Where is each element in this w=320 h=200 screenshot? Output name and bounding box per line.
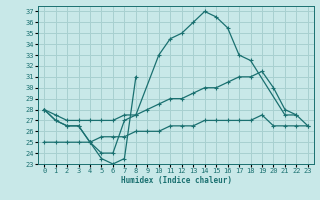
X-axis label: Humidex (Indice chaleur): Humidex (Indice chaleur) [121, 176, 231, 185]
